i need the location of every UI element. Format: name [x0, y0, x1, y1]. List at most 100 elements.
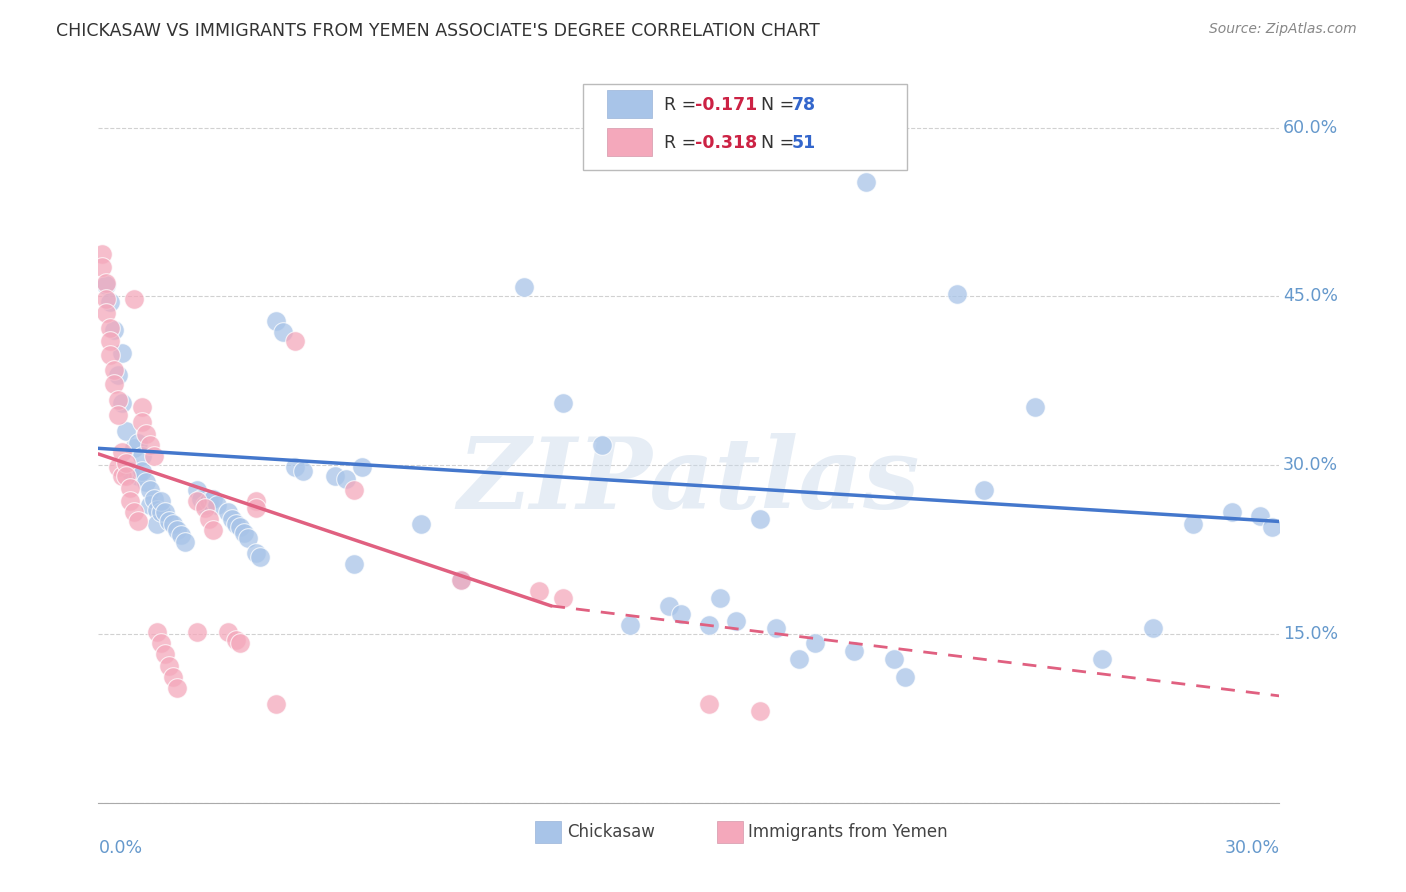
- Point: [197, 494, 219, 508]
- Point: [245, 494, 267, 508]
- Point: [157, 515, 180, 529]
- Text: 51: 51: [792, 134, 815, 152]
- Point: [111, 469, 134, 483]
- Point: [127, 469, 149, 483]
- Point: [883, 652, 905, 666]
- Text: Immigrants from Yemen: Immigrants from Yemen: [748, 823, 948, 841]
- Point: [146, 503, 169, 517]
- Point: [201, 524, 224, 538]
- Point: [122, 292, 145, 306]
- Point: [352, 460, 374, 475]
- Point: [118, 464, 141, 478]
- Point: [91, 246, 114, 260]
- Point: [155, 506, 177, 520]
- Text: 30.0%: 30.0%: [1284, 456, 1339, 475]
- Point: [765, 621, 787, 635]
- Point: [103, 323, 125, 337]
- Point: [669, 607, 692, 621]
- Point: [512, 280, 534, 294]
- Point: [118, 481, 141, 495]
- Point: [131, 400, 153, 414]
- Point: [551, 591, 574, 605]
- Point: [142, 449, 165, 463]
- Point: [111, 345, 134, 359]
- Point: [166, 681, 188, 695]
- Point: [787, 652, 810, 666]
- Text: -0.171: -0.171: [695, 96, 756, 114]
- FancyBboxPatch shape: [607, 128, 652, 155]
- Point: [1091, 652, 1114, 666]
- Point: [236, 532, 259, 546]
- FancyBboxPatch shape: [607, 90, 652, 118]
- Point: [450, 573, 472, 587]
- Point: [131, 449, 153, 463]
- Text: N =: N =: [761, 96, 800, 114]
- Point: [138, 483, 160, 497]
- Text: CHICKASAW VS IMMIGRANTS FROM YEMEN ASSOCIATE'S DEGREE CORRELATION CHART: CHICKASAW VS IMMIGRANTS FROM YEMEN ASSOC…: [56, 22, 820, 40]
- Point: [190, 491, 212, 506]
- Point: [155, 647, 177, 661]
- Point: [844, 644, 866, 658]
- Point: [205, 498, 228, 512]
- Point: [98, 334, 121, 349]
- Point: [150, 494, 173, 508]
- Point: [748, 704, 770, 718]
- Point: [122, 442, 145, 456]
- Point: [186, 624, 208, 639]
- Text: 0.0%: 0.0%: [98, 839, 142, 857]
- Point: [96, 276, 118, 290]
- Point: [91, 260, 114, 275]
- Point: [197, 512, 219, 526]
- Point: [264, 697, 287, 711]
- Point: [249, 550, 271, 565]
- Point: [138, 498, 160, 512]
- Point: [748, 512, 770, 526]
- Text: 45.0%: 45.0%: [1284, 287, 1339, 305]
- Point: [127, 435, 149, 450]
- Point: [103, 377, 125, 392]
- Point: [131, 464, 153, 478]
- Point: [551, 396, 574, 410]
- Point: [170, 528, 193, 542]
- Point: [142, 491, 165, 506]
- Point: [284, 334, 307, 349]
- Point: [98, 321, 121, 335]
- Point: [709, 591, 731, 605]
- Point: [1024, 400, 1046, 414]
- Point: [111, 444, 134, 458]
- Point: [186, 494, 208, 508]
- Point: [619, 618, 641, 632]
- Point: [450, 573, 472, 587]
- Point: [107, 368, 129, 383]
- Text: 30.0%: 30.0%: [1225, 839, 1279, 857]
- Text: Source: ZipAtlas.com: Source: ZipAtlas.com: [1209, 22, 1357, 37]
- Point: [973, 483, 995, 497]
- Point: [98, 295, 121, 310]
- Point: [122, 506, 145, 520]
- Text: R =: R =: [664, 96, 702, 114]
- Point: [107, 408, 129, 422]
- Point: [529, 584, 551, 599]
- Point: [591, 438, 613, 452]
- Point: [150, 506, 173, 520]
- Point: [174, 534, 197, 549]
- Text: ZIPatlas: ZIPatlas: [458, 433, 920, 529]
- Point: [201, 491, 224, 506]
- Point: [162, 516, 184, 531]
- Point: [131, 416, 153, 430]
- Point: [804, 636, 827, 650]
- Point: [115, 469, 138, 483]
- Text: 15.0%: 15.0%: [1284, 625, 1339, 643]
- Point: [217, 506, 239, 520]
- Point: [1220, 506, 1243, 520]
- Point: [225, 632, 247, 647]
- Point: [264, 314, 287, 328]
- Point: [186, 483, 208, 497]
- Point: [343, 483, 366, 497]
- Text: R =: R =: [664, 134, 702, 152]
- Point: [135, 475, 157, 489]
- Point: [855, 175, 877, 189]
- Point: [245, 546, 267, 560]
- Point: [945, 287, 967, 301]
- Point: [292, 464, 315, 478]
